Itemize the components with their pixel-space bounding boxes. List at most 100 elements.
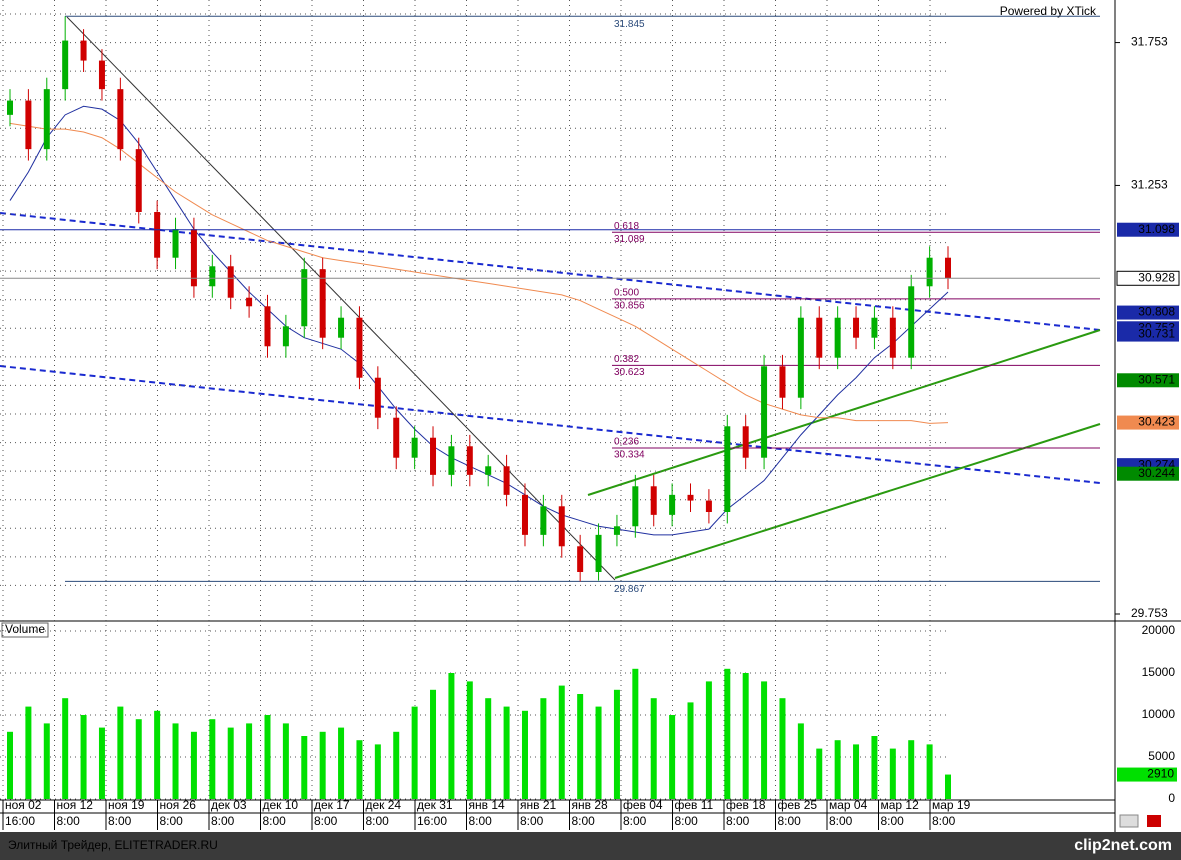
candle-body (853, 317, 860, 338)
candle-body (926, 257, 933, 287)
candle-body (264, 306, 271, 347)
price-tag (1117, 466, 1179, 481)
volume-bar (374, 744, 381, 799)
volume-bar (595, 706, 602, 799)
candle-body (908, 286, 915, 358)
volume-tag-label: 2910 (1147, 767, 1174, 781)
x-tick-label: фев 25 (778, 798, 818, 812)
x-time-label: 8:00 (160, 814, 184, 828)
x-time-label: 8:00 (108, 814, 132, 828)
y-tick-label: 31.253 (1131, 178, 1168, 192)
candle-body (558, 506, 565, 547)
link-icon[interactable] (1119, 814, 1139, 828)
candle-body (613, 526, 620, 535)
price-tag-label: 30.244 (1138, 466, 1175, 480)
y-tick-label: 20000 (1142, 623, 1176, 637)
price-tag (1117, 373, 1179, 388)
x-tick-label: ноя 12 (57, 798, 94, 812)
price-tag (1117, 305, 1179, 320)
price-tag-label: 30.731 (1138, 327, 1175, 341)
volume-bar (797, 723, 804, 799)
price-tag (1117, 415, 1179, 430)
candle-body (466, 446, 473, 475)
x-time-label: 8:00 (829, 814, 853, 828)
watermark: Powered by XTick (1000, 4, 1097, 18)
volume-tag (1117, 767, 1177, 782)
x-tick-label: дек 10 (263, 798, 299, 812)
trendline (587, 329, 1101, 496)
candle-body (7, 100, 13, 115)
x-tick-label: дек 17 (314, 798, 350, 812)
candle-body (374, 377, 381, 418)
x-tick-label: дек 03 (211, 798, 247, 812)
x-time-label: 8:00 (726, 814, 750, 828)
volume-bar (209, 719, 216, 799)
candle-body (834, 317, 841, 358)
x-tick-label: мар 04 (829, 798, 868, 812)
candle-body (209, 266, 216, 287)
volume-bar (632, 668, 639, 799)
x-time-label: 8:00 (314, 814, 338, 828)
trendline (0, 365, 1101, 484)
price-tag-label: 30.928 (1138, 270, 1175, 284)
volume-bar (80, 715, 87, 799)
candle-body (246, 297, 253, 307)
volume-bar (650, 698, 657, 799)
x-tick-label: фев 18 (726, 798, 766, 812)
exit-icon[interactable] (1147, 815, 1161, 827)
x-time-label: 16:00 (5, 814, 35, 828)
candle-body (43, 89, 50, 150)
candle-body (503, 466, 510, 495)
volume-bar (264, 715, 271, 799)
candle-body (172, 229, 179, 258)
price-tag-label: 30.571 (1138, 372, 1175, 386)
x-time-label: 8:00 (520, 814, 544, 828)
candle-body (393, 417, 400, 458)
candle-body (227, 266, 234, 298)
x-time-label: 8:00 (366, 814, 390, 828)
candle-body (540, 506, 547, 535)
volume-bar (558, 685, 565, 799)
candle-body (742, 426, 749, 458)
volume-bar (98, 727, 105, 799)
level-label: 29.867 (614, 584, 645, 595)
candle-body (632, 486, 639, 527)
footer-bar (0, 832, 1181, 860)
x-time-label: 8:00 (881, 814, 905, 828)
candle-body (797, 317, 804, 398)
volume-bar (761, 681, 768, 799)
level-label: 31.845 (614, 19, 645, 30)
candle-body (282, 326, 289, 347)
fib-ratio: 0.500 (614, 287, 639, 298)
candle-body (135, 149, 142, 212)
x-time-label: 8:00 (211, 814, 235, 828)
x-time-label: 8:00 (932, 814, 956, 828)
volume-bar (889, 748, 896, 799)
volume-bar (926, 744, 933, 799)
candle-body (485, 466, 492, 475)
price-tag (1117, 222, 1179, 237)
x-tick-label: ноя 02 (5, 798, 42, 812)
x-tick-label: ноя 19 (108, 798, 145, 812)
volume-bar (687, 702, 694, 799)
candle-body (521, 494, 528, 535)
volume-bar (25, 706, 32, 799)
volume-bar (448, 673, 455, 799)
candle-body (669, 494, 676, 515)
volume-bar (117, 706, 124, 799)
x-tick-label: янв 14 (469, 798, 506, 812)
candle-body (577, 546, 584, 572)
y-tick-label: 29.753 (1131, 606, 1168, 620)
x-tick-label: янв 28 (572, 798, 609, 812)
x-time-label: 16:00 (417, 814, 447, 828)
candle-body (25, 100, 32, 150)
volume-bar (411, 706, 418, 799)
volume-bar (246, 723, 253, 799)
volume-bar (669, 715, 676, 799)
x-time-label: 8:00 (623, 814, 647, 828)
candle-body (301, 269, 308, 327)
y-tick-label: 31.753 (1131, 35, 1168, 49)
moving-average (9, 105, 949, 536)
